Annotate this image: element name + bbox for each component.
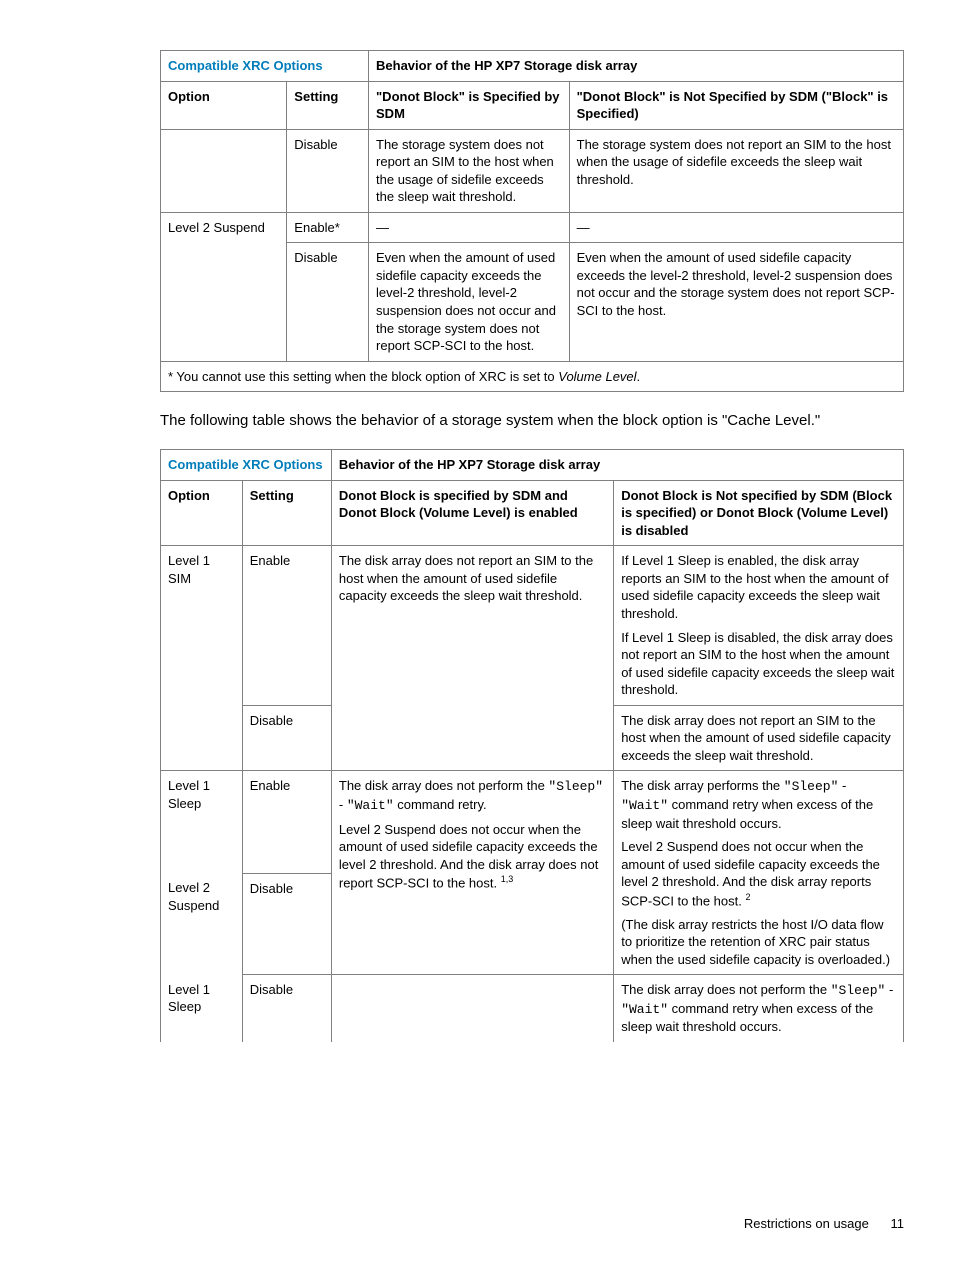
superscript: 2 bbox=[745, 892, 750, 902]
table-row: Disable The storage system does not repo… bbox=[161, 129, 904, 212]
cell-behavior: Even when the amount of used sidefile ca… bbox=[569, 243, 903, 361]
cell-footnote: * You cannot use this setting when the b… bbox=[161, 361, 904, 392]
text: The disk array does not perform the bbox=[339, 778, 549, 793]
code: "Wait" bbox=[621, 1002, 668, 1017]
table-row: Level 1 SIM Enable The disk array does n… bbox=[161, 546, 904, 705]
col-notdonot: "Donot Block" is Not Specified by SDM ("… bbox=[569, 81, 903, 129]
text: - bbox=[339, 797, 347, 812]
table-volume-level: Compatible XRC Options Behavior of the H… bbox=[160, 50, 904, 392]
table-header-right: Behavior of the HP XP7 Storage disk arra… bbox=[331, 450, 903, 481]
footnote-text: * You cannot use this setting when the b… bbox=[168, 369, 558, 384]
cell-option: Level 1 Sleep bbox=[161, 975, 243, 1042]
cell-setting: Disable bbox=[287, 243, 369, 361]
table-header-right: Behavior of the HP XP7 Storage disk arra… bbox=[369, 51, 904, 82]
cell-behavior bbox=[331, 975, 613, 1042]
cell-behavior: The disk array does not perform the "Sle… bbox=[331, 771, 613, 975]
code: "Sleep" bbox=[831, 983, 886, 998]
cell-setting: Disable bbox=[242, 975, 331, 1042]
col-setting: Setting bbox=[287, 81, 369, 129]
cell-behavior: The disk array does not report an SIM to… bbox=[614, 705, 904, 771]
text: Level 2 Suspend does not occur when the … bbox=[339, 822, 598, 891]
superscript: 1,3 bbox=[501, 874, 514, 884]
para: If Level 1 Sleep is enabled, the disk ar… bbox=[621, 552, 896, 622]
cell-option: Level 1 SIM bbox=[161, 546, 243, 771]
table-row: Level 1 Sleep Disable The disk array doe… bbox=[161, 975, 904, 1042]
cell-behavior: The storage system does not report an SI… bbox=[369, 129, 570, 212]
cell-behavior: — bbox=[369, 212, 570, 243]
table-row: Level 2 Suspend Enable* — — bbox=[161, 212, 904, 243]
cell-option: Level 2 Suspend bbox=[161, 873, 243, 974]
code: "Wait" bbox=[621, 798, 668, 813]
para: Level 2 Suspend does not occur when the … bbox=[339, 821, 606, 893]
table-row: Compatible XRC Options Behavior of the H… bbox=[161, 450, 904, 481]
page-footer: Restrictions on usage 11 bbox=[744, 1216, 904, 1231]
para: (The disk array restricts the host I/O d… bbox=[621, 916, 896, 969]
cell-behavior: — bbox=[569, 212, 903, 243]
text: Level 2 Suspend does not occur when the … bbox=[621, 839, 880, 908]
cell-behavior: If Level 1 Sleep is enabled, the disk ar… bbox=[614, 546, 904, 705]
para: If Level 1 Sleep is disabled, the disk a… bbox=[621, 629, 896, 699]
table-cache-level: Compatible XRC Options Behavior of the H… bbox=[160, 449, 904, 1042]
cell-setting: Enable bbox=[242, 771, 331, 873]
cell-behavior: The disk array does not perform the "Sle… bbox=[614, 975, 904, 1042]
footnote-suffix: . bbox=[637, 369, 641, 384]
cell-behavior: Even when the amount of used sidefile ca… bbox=[369, 243, 570, 361]
table-row: Option Setting Donot Block is specified … bbox=[161, 480, 904, 546]
cell-behavior: The storage system does not report an SI… bbox=[569, 129, 903, 212]
cell-setting: Disable bbox=[242, 705, 331, 771]
text: - bbox=[885, 982, 893, 997]
cell-option: Level 2 Suspend bbox=[161, 212, 287, 361]
col-notdonot: Donot Block is Not specified by SDM (Blo… bbox=[614, 480, 904, 546]
para: The disk array performs the "Sleep" - "W… bbox=[621, 777, 896, 832]
text: - bbox=[838, 778, 846, 793]
page-number: 11 bbox=[891, 1216, 905, 1231]
document-page: Compatible XRC Options Behavior of the H… bbox=[0, 0, 954, 1271]
code: "Sleep" bbox=[784, 779, 839, 794]
cell-setting: Enable bbox=[242, 546, 331, 705]
para: The disk array does not perform the "Sle… bbox=[339, 777, 606, 814]
cell-setting: Disable bbox=[242, 873, 331, 974]
cell-option: Level 1 Sleep bbox=[161, 771, 243, 873]
text: The disk array performs the bbox=[621, 778, 784, 793]
table-header-left: Compatible XRC Options bbox=[161, 51, 369, 82]
table-row-footnote: * You cannot use this setting when the b… bbox=[161, 361, 904, 392]
text: The disk array does not perform the bbox=[621, 982, 831, 997]
footer-label: Restrictions on usage bbox=[744, 1216, 869, 1231]
paragraph-between: The following table shows the behavior o… bbox=[160, 410, 904, 431]
footnote-italic: Volume Level bbox=[558, 369, 636, 384]
cell-behavior: The disk array does not report an SIM to… bbox=[331, 546, 613, 771]
col-donot: "Donot Block" is Specified by SDM bbox=[369, 81, 570, 129]
text: command retry. bbox=[394, 797, 487, 812]
table-row: Option Setting "Donot Block" is Specifie… bbox=[161, 81, 904, 129]
para: Level 2 Suspend does not occur when the … bbox=[621, 838, 896, 910]
col-option: Option bbox=[161, 81, 287, 129]
code: "Wait" bbox=[347, 798, 394, 813]
cell-behavior: The disk array performs the "Sleep" - "W… bbox=[614, 771, 904, 975]
cell-option bbox=[161, 129, 287, 212]
table-row: Compatible XRC Options Behavior of the H… bbox=[161, 51, 904, 82]
code: "Sleep" bbox=[548, 779, 603, 794]
table-row: Level 1 Sleep Enable The disk array does… bbox=[161, 771, 904, 873]
cell-setting: Disable bbox=[287, 129, 369, 212]
col-option: Option bbox=[161, 480, 243, 546]
col-setting: Setting bbox=[242, 480, 331, 546]
col-donot: Donot Block is specified by SDM and Dono… bbox=[331, 480, 613, 546]
table-header-left: Compatible XRC Options bbox=[161, 450, 332, 481]
cell-setting: Enable* bbox=[287, 212, 369, 243]
